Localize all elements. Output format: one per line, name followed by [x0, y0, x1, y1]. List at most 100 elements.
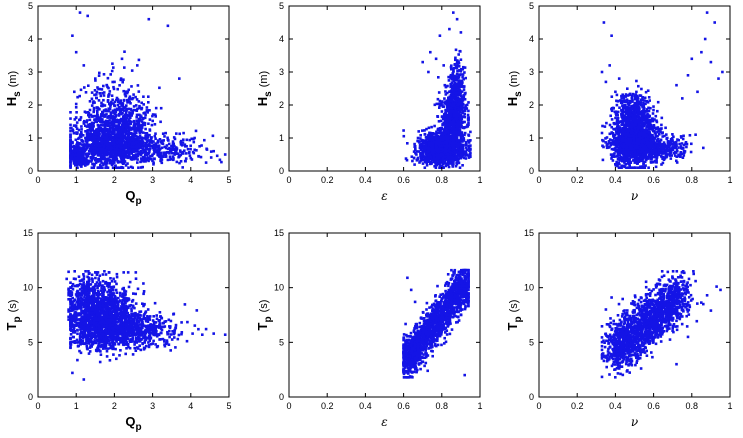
data-point	[442, 113, 446, 116]
data-point	[179, 160, 183, 163]
data-point	[433, 124, 436, 128]
data-point	[460, 131, 463, 134]
data-point	[654, 165, 658, 169]
data-point	[120, 57, 124, 61]
data-point	[445, 162, 448, 166]
data-point	[186, 147, 190, 151]
data-point	[123, 155, 127, 159]
data-point	[138, 131, 142, 134]
data-point	[467, 156, 471, 159]
data-point	[654, 114, 658, 118]
data-point	[179, 139, 183, 143]
data-point	[147, 122, 150, 125]
data-point	[100, 161, 103, 164]
data-point	[428, 133, 432, 136]
data-point	[117, 113, 121, 116]
data-point	[87, 139, 90, 142]
y-axis-label-main: H	[255, 97, 270, 106]
data-point	[451, 145, 454, 149]
data-point	[92, 147, 95, 150]
data-point	[133, 108, 136, 112]
data-point	[85, 146, 89, 150]
data-point	[428, 156, 431, 159]
data-point	[143, 116, 147, 120]
data-point	[657, 133, 661, 136]
data-point	[199, 155, 203, 159]
data-point	[469, 151, 472, 155]
data-point	[436, 147, 439, 150]
data-point	[448, 144, 452, 148]
data-point	[157, 146, 161, 150]
data-point	[69, 136, 72, 139]
data-point	[148, 140, 152, 144]
data-point	[136, 154, 140, 158]
data-point	[154, 150, 158, 154]
data-point	[137, 144, 141, 147]
data-point	[85, 163, 89, 166]
data-point	[139, 151, 143, 154]
data-point	[81, 160, 85, 164]
data-point	[433, 137, 437, 141]
data-point	[103, 126, 107, 129]
data-point	[87, 152, 91, 156]
data-point	[220, 160, 223, 164]
data-point	[461, 164, 464, 167]
x-axis-label-main: Q	[125, 188, 135, 203]
data-point	[461, 102, 465, 106]
data-point	[445, 142, 449, 145]
data-point	[106, 100, 110, 103]
data-point	[126, 147, 130, 150]
data-point	[124, 94, 128, 98]
data-point	[456, 76, 459, 80]
data-point	[455, 102, 458, 105]
data-point	[73, 150, 77, 153]
data-point	[137, 117, 141, 121]
data-point	[122, 153, 126, 157]
data-point	[102, 84, 105, 88]
data-point	[197, 155, 201, 158]
data-point	[112, 141, 115, 144]
data-point	[184, 152, 188, 155]
data-point	[121, 146, 124, 150]
data-point	[98, 166, 102, 169]
data-point	[431, 133, 435, 136]
data-point	[443, 122, 447, 125]
data-point	[123, 113, 127, 117]
data-point	[102, 73, 106, 76]
data-point	[114, 112, 117, 115]
data-point	[459, 145, 463, 149]
data-point	[99, 156, 103, 159]
data-point	[440, 164, 444, 168]
data-point	[147, 101, 150, 104]
data-point	[461, 148, 465, 151]
data-point	[93, 146, 97, 150]
data-point	[157, 149, 161, 153]
data-point	[88, 136, 92, 140]
data-point	[443, 128, 446, 131]
data-point	[111, 132, 114, 135]
data-point	[141, 144, 145, 147]
data-point	[448, 95, 451, 99]
data-point	[69, 151, 72, 154]
data-point	[467, 154, 470, 157]
data-point	[144, 157, 148, 161]
x-tick-label: 0.6	[397, 175, 410, 185]
data-point	[433, 103, 437, 107]
data-point	[166, 147, 170, 151]
data-point	[105, 158, 108, 161]
data-point	[438, 106, 441, 109]
data-point	[461, 126, 465, 129]
data-point	[446, 123, 449, 126]
data-point	[437, 143, 441, 147]
data-point	[147, 159, 150, 163]
data-point	[82, 148, 85, 151]
data-point	[91, 101, 95, 105]
data-point	[461, 146, 464, 150]
data-point	[460, 79, 463, 83]
data-point	[621, 104, 624, 108]
data-point	[80, 125, 83, 128]
data-point	[419, 148, 423, 152]
data-point	[425, 158, 429, 161]
data-point	[71, 149, 75, 152]
data-point	[120, 119, 123, 122]
